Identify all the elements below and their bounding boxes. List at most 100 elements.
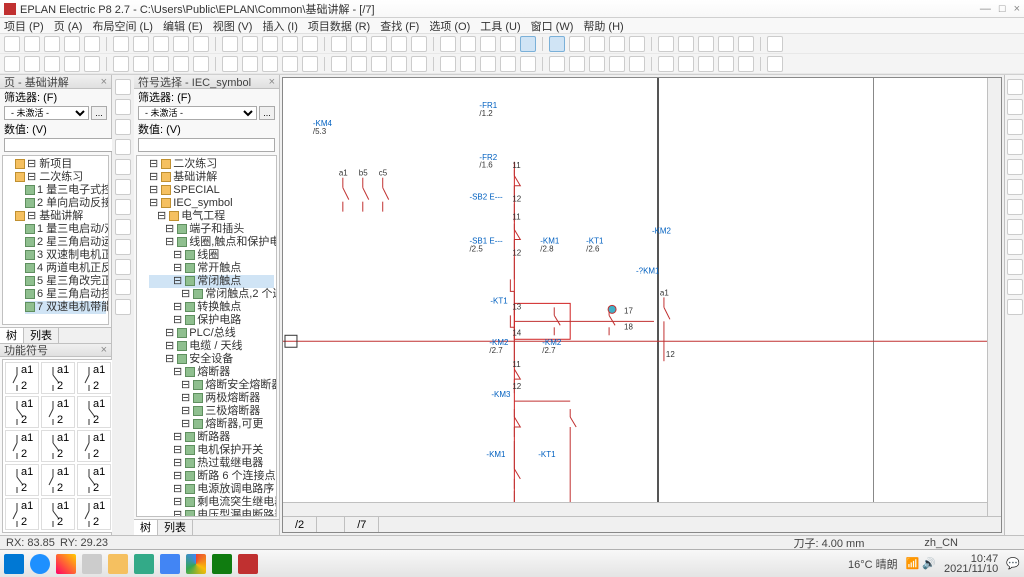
symbol-cell[interactable]: a12 <box>5 498 39 530</box>
symbol-cell[interactable]: a12 <box>5 396 39 428</box>
toolbar-button[interactable] <box>371 36 387 52</box>
tree-item[interactable]: ⊟ 剩电流突生继电器 <box>149 496 274 509</box>
canvas-tab[interactable]: /2 <box>283 517 317 532</box>
symbol-cell[interactable]: a12 <box>41 430 75 462</box>
edge-icon[interactable] <box>30 554 50 574</box>
minimize-button[interactable]: — <box>980 3 991 15</box>
tool-button[interactable] <box>1007 119 1023 135</box>
value-input[interactable] <box>4 138 127 152</box>
tree-item[interactable]: ⊟ 熔断器,可更 <box>149 418 274 431</box>
tree-item[interactable]: ⊟ 安全设备 <box>149 353 274 366</box>
tree-item[interactable]: 2 单向启动反接制动电机 <box>25 197 106 210</box>
tool-button[interactable] <box>1007 199 1023 215</box>
notifications-icon[interactable]: 💬 <box>1006 557 1020 570</box>
toolbar-button[interactable] <box>262 56 278 72</box>
menu-item[interactable]: 布局空间 (L) <box>92 18 153 34</box>
tree-item[interactable]: ⊟ SPECIAL <box>149 184 274 197</box>
tree-item[interactable]: ⊟ 保护电路 <box>149 314 274 327</box>
tree-item[interactable]: ⊟ 二次练习 <box>15 171 106 184</box>
toolbar-button[interactable] <box>440 36 456 52</box>
toolbar-button[interactable] <box>262 36 278 52</box>
toolbar-button[interactable] <box>84 56 100 72</box>
toolbar-button[interactable] <box>242 36 258 52</box>
excel-icon[interactable] <box>212 554 232 574</box>
toolbar-button[interactable] <box>133 36 149 52</box>
menu-item[interactable]: 查找 (F) <box>380 18 419 34</box>
tree-item[interactable]: ⊟ 二次练习 <box>149 158 274 171</box>
toolbar-button[interactable] <box>222 36 238 52</box>
tool-button[interactable] <box>115 279 131 295</box>
toolbar-button[interactable] <box>480 56 496 72</box>
tool-button[interactable] <box>1007 259 1023 275</box>
tool-button[interactable] <box>115 259 131 275</box>
toolbar-button[interactable] <box>222 56 238 72</box>
start-button[interactable] <box>4 554 24 574</box>
menu-item[interactable]: 编辑 (E) <box>163 18 203 34</box>
toolbar-button[interactable] <box>520 56 536 72</box>
toolbar-button[interactable] <box>520 36 536 52</box>
menu-item[interactable]: 窗口 (W) <box>531 18 574 34</box>
toolbar-button[interactable] <box>371 56 387 72</box>
explorer-icon[interactable] <box>108 554 128 574</box>
tree-item[interactable]: 4 两道电机正反转速定序 <box>25 262 106 275</box>
toolbar-button[interactable] <box>4 36 20 52</box>
close-button[interactable]: × <box>1014 3 1020 15</box>
toolbar-button[interactable] <box>480 36 496 52</box>
tab-tree[interactable]: 树 <box>0 328 24 343</box>
tree-item[interactable]: ⊟ 常闭触点 <box>149 275 274 288</box>
tree-item[interactable]: ⊟ 热过载继电器 <box>149 457 274 470</box>
menu-item[interactable]: 插入 (I) <box>262 18 297 34</box>
toolbar-button[interactable] <box>302 56 318 72</box>
tool-button[interactable] <box>1007 139 1023 155</box>
toolbar-button[interactable] <box>193 36 209 52</box>
toolbar-button[interactable] <box>411 56 427 72</box>
tree-item[interactable]: 2 星三角启动运行主电 <box>25 236 106 249</box>
tool-button[interactable] <box>115 119 131 135</box>
toolbar-button[interactable] <box>44 36 60 52</box>
filter-options-button[interactable]: ... <box>91 106 107 120</box>
toolbar-button[interactable] <box>658 36 674 52</box>
tree-item[interactable]: ⊟ 电机保护开关 <box>149 444 274 457</box>
tool-button[interactable] <box>1007 299 1023 315</box>
toolbar-button[interactable] <box>113 56 129 72</box>
toolbar-button[interactable] <box>242 56 258 72</box>
tab-tree[interactable]: 树 <box>134 520 158 535</box>
tree-item[interactable]: ⊟ 基础讲解 <box>15 210 106 223</box>
toolbar-button[interactable] <box>64 56 80 72</box>
toolbar-button[interactable] <box>24 36 40 52</box>
maximize-button[interactable]: □ <box>999 3 1006 15</box>
tab-list[interactable]: 列表 <box>24 328 59 343</box>
toolbar-button[interactable] <box>193 56 209 72</box>
toolbar-button[interactable] <box>460 36 476 52</box>
tree-item[interactable]: ⊟ 常闭触点,2 个连 <box>149 288 274 301</box>
tool-button[interactable] <box>1007 159 1023 175</box>
project-tree[interactable]: ⊟ 新项目⊟ 二次练习1 量三电子式控制电机2 单向启动反接制动电机⊟ 基础讲解… <box>2 155 109 325</box>
symbol-tree[interactable]: ⊟ 二次练习⊟ 基础讲解⊟ SPECIAL⊟ IEC_symbol⊟ 电气工程⊟… <box>136 155 277 517</box>
tree-item[interactable]: ⊟ 线圈 <box>149 249 274 262</box>
tree-item[interactable]: ⊟ 端子和插头 <box>149 223 274 236</box>
symbol-cell[interactable]: a12 <box>77 362 111 394</box>
tree-item[interactable]: ⊟ 电源放调电路序 <box>149 483 274 496</box>
tool-button[interactable] <box>1007 99 1023 115</box>
symbol-cell[interactable]: a12 <box>5 464 39 496</box>
toolbar-button[interactable] <box>351 36 367 52</box>
canvas-tab[interactable]: /7 <box>345 517 379 532</box>
menu-item[interactable]: 帮助 (H) <box>583 18 623 34</box>
symbol-cell[interactable]: a12 <box>41 464 75 496</box>
tool-button[interactable] <box>1007 239 1023 255</box>
horizontal-scrollbar[interactable] <box>283 502 987 516</box>
tree-item[interactable]: ⊟ 电压型漏电断路器 <box>149 509 274 517</box>
toolbar-button[interactable] <box>698 56 714 72</box>
toolbar-button[interactable] <box>589 36 605 52</box>
tool-button[interactable] <box>115 199 131 215</box>
toolbar-button[interactable] <box>609 36 625 52</box>
toolbar-button[interactable] <box>391 56 407 72</box>
app-icon[interactable] <box>134 554 154 574</box>
toolbar-button[interactable] <box>113 36 129 52</box>
vertical-scrollbar[interactable] <box>987 78 1001 516</box>
tree-item[interactable]: ⊟ 断路 6 个连接点 <box>149 470 274 483</box>
toolbar-button[interactable] <box>549 56 565 72</box>
menu-item[interactable]: 选项 (O) <box>429 18 470 34</box>
toolbar-button[interactable] <box>282 56 298 72</box>
symbol-cell[interactable]: a12 <box>41 362 75 394</box>
